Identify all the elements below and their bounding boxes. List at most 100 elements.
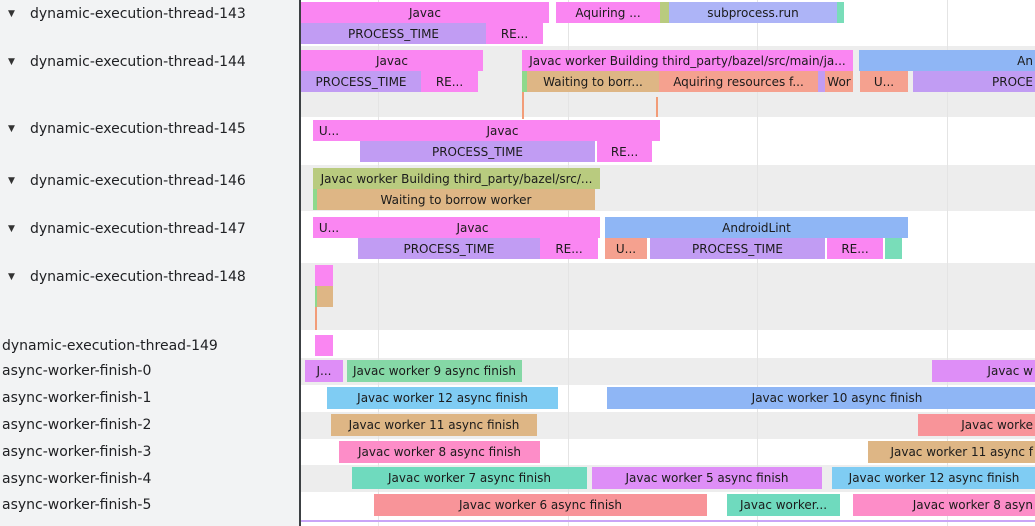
timeline-slice[interactable]: RE... <box>827 238 883 259</box>
slice-label: Javac <box>376 53 408 68</box>
collapse-arrow-icon[interactable]: ▼ <box>8 124 15 134</box>
instant-event-tick[interactable] <box>656 97 658 117</box>
timeline-slice[interactable]: U... <box>605 238 647 259</box>
timeline-slice-sliver[interactable] <box>315 286 317 307</box>
slice-label: J... <box>316 364 332 378</box>
slice-label: RE... <box>555 241 583 256</box>
timeline-slice[interactable]: U... <box>860 71 908 92</box>
timeline-slice[interactable]: Javac worker 5 async finish <box>592 467 822 489</box>
instant-event-tick[interactable] <box>315 307 317 330</box>
timeline-slice[interactable]: AndroidLint <box>605 217 908 238</box>
timeline-slice[interactable]: Javac worker Building third_party/bazel/… <box>522 50 853 71</box>
timeline-slice[interactable]: Wor <box>825 71 853 92</box>
slice-label: Javac <box>486 123 519 138</box>
timeline-slice[interactable]: PROCE <box>913 71 1035 92</box>
sidebar-item-async-worker-finish-1[interactable]: async-worker-finish-1 <box>0 388 299 408</box>
timeline-slice[interactable]: Javac worker 7 async finish <box>352 467 587 489</box>
timeline-slice[interactable]: Javac worker 12 async finish <box>832 467 1035 489</box>
timeline-slice[interactable]: Aquiring resources f... <box>659 71 818 92</box>
timeline-slice-sliver[interactable] <box>885 238 902 259</box>
sidebar-item-async-worker-finish-0[interactable]: async-worker-finish-0 <box>0 361 299 381</box>
timeline-slice[interactable]: RE... <box>421 71 478 92</box>
timeline-slice[interactable]: Aquiring ... <box>556 2 660 23</box>
timeline-slice[interactable]: RE... <box>486 23 543 44</box>
timeline-slice-sliver[interactable] <box>313 189 317 210</box>
timeline-slice[interactable]: Javac w <box>932 360 1035 382</box>
timeline-slice-sliver[interactable] <box>522 71 527 92</box>
track-label: dynamic-execution-thread-146 <box>30 173 246 189</box>
collapse-arrow-icon[interactable]: ▼ <box>8 57 15 67</box>
timeline-slice-sliver[interactable] <box>837 2 844 23</box>
collapse-arrow-icon[interactable]: ▼ <box>8 176 15 186</box>
timeline-slice[interactable]: Javac worker 10 async finish <box>607 387 1035 409</box>
slice-label: Javac worker 8 async finish <box>357 445 522 459</box>
slice-label: Aquiring ... <box>575 5 641 20</box>
slice-label: Javac worker 12 async finish <box>848 471 1020 485</box>
track-label: dynamic-execution-thread-149 <box>2 338 218 354</box>
timeline-slice-sliver[interactable] <box>317 286 333 307</box>
timeline-slice[interactable]: RE... <box>540 238 598 259</box>
sidebar-item-dynamic-execution-thread-149[interactable]: dynamic-execution-thread-149 <box>0 336 299 356</box>
timeline-slice[interactable]: PROCESS_TIME <box>358 238 540 259</box>
slice-label: Javac worker 7 async finish <box>387 471 552 485</box>
timeline-slice[interactable]: Javac <box>345 217 600 238</box>
collapse-arrow-icon[interactable]: ▼ <box>8 9 15 19</box>
slice-label: RE... <box>841 241 869 256</box>
timeline-slice[interactable]: PROCESS_TIME <box>650 238 825 259</box>
timeline-slice[interactable]: An <box>859 50 1035 71</box>
timeline-slice[interactable]: Javac <box>301 2 549 23</box>
slice-label: Waiting to borr... <box>543 74 643 89</box>
timeline-slice[interactable]: U... <box>313 217 345 238</box>
clipped-bar-top-edge[interactable] <box>301 520 1035 522</box>
sidebar-item-dynamic-execution-thread-148[interactable]: ▼ dynamic-execution-thread-148 <box>0 267 299 287</box>
timeline-slice-sliver[interactable] <box>315 335 333 356</box>
track-label: async-worker-finish-0 <box>2 363 152 379</box>
timeline-slice[interactable]: Waiting to borr... <box>527 71 659 92</box>
sidebar-item-dynamic-execution-thread-146[interactable]: ▼ dynamic-execution-thread-146 <box>0 171 299 191</box>
timeline-slice[interactable]: U... <box>313 120 345 141</box>
slice-label: PROCESS_TIME <box>315 74 407 89</box>
sidebar-item-dynamic-execution-thread-144[interactable]: ▼ dynamic-execution-thread-144 <box>0 52 299 72</box>
sidebar-item-dynamic-execution-thread-145[interactable]: ▼ dynamic-execution-thread-145 <box>0 119 299 139</box>
timeline-slice[interactable]: Javac worker 8 async finish <box>339 441 540 463</box>
collapse-arrow-icon[interactable]: ▼ <box>8 272 15 282</box>
timeline-slice[interactable]: PROCESS_TIME <box>301 23 486 44</box>
gridline <box>757 0 758 526</box>
sidebar-item-dynamic-execution-thread-147[interactable]: ▼ dynamic-execution-thread-147 <box>0 219 299 239</box>
timeline-slice[interactable]: Javac worker 9 async finish <box>347 360 522 382</box>
timeline-slice[interactable]: Javac worker Building third_party/bazel/… <box>313 168 600 189</box>
timeline-slice[interactable]: Javac worker 6 async finish <box>374 494 707 516</box>
timeline-slice[interactable]: subprocess.run <box>669 2 837 23</box>
timeline-slice[interactable]: PROCESS_TIME <box>301 71 421 92</box>
timeline-canvas[interactable]: Javac Aquiring ... subprocess.run PROCESS_T… <box>301 0 1035 526</box>
timeline-slice-sliver[interactable] <box>660 2 669 23</box>
timeline-slice[interactable]: RE... <box>597 141 652 162</box>
sidebar-item-dynamic-execution-thread-143[interactable]: ▼ dynamic-execution-thread-143 <box>0 4 299 24</box>
slice-label: PROCE <box>992 74 1033 89</box>
timeline-slice-sliver[interactable] <box>818 71 825 92</box>
slice-label: Javac worker 10 async finish <box>751 391 923 405</box>
sidebar-item-async-worker-finish-4[interactable]: async-worker-finish-4 <box>0 469 299 489</box>
timeline-slice[interactable]: Waiting to borrow worker <box>317 189 595 210</box>
timeline-slice-sliver[interactable] <box>315 265 333 286</box>
sidebar-item-async-worker-finish-5[interactable]: async-worker-finish-5 <box>0 495 299 515</box>
track-label: dynamic-execution-thread-148 <box>30 269 246 285</box>
timeline-slice[interactable]: J... <box>305 360 343 382</box>
track-label: dynamic-execution-thread-144 <box>30 54 246 70</box>
gridline <box>378 0 379 526</box>
timeline-slice[interactable]: Javac <box>301 50 483 71</box>
timeline-slice[interactable]: PROCESS_TIME <box>360 141 595 162</box>
timeline-slice[interactable]: Javac worker 11 async f <box>868 441 1035 463</box>
timeline-slice[interactable]: Javac <box>345 120 660 141</box>
timeline-slice[interactable]: Javac worker 8 asyn <box>853 494 1035 516</box>
timeline-slice[interactable]: Javac worker 11 async finish <box>331 414 537 436</box>
sidebar-item-async-worker-finish-3[interactable]: async-worker-finish-3 <box>0 442 299 462</box>
sidebar-item-async-worker-finish-2[interactable]: async-worker-finish-2 <box>0 415 299 435</box>
timeline-slice[interactable]: Javac worker 12 async finish <box>327 387 558 409</box>
timeline-slice[interactable]: Javac worker... <box>727 494 840 516</box>
collapse-arrow-icon[interactable]: ▼ <box>8 224 15 234</box>
gridline <box>947 0 948 526</box>
timeline-slice[interactable]: Javac worke <box>918 414 1035 436</box>
instant-event-tick[interactable] <box>522 92 524 119</box>
track-label: dynamic-execution-thread-145 <box>30 121 246 137</box>
